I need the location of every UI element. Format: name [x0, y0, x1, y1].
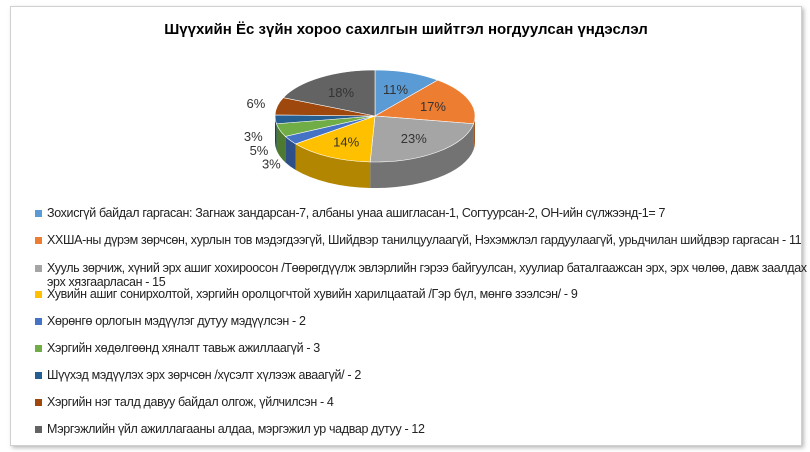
legend-swatch: [35, 210, 42, 217]
data-label: 11%: [383, 82, 408, 97]
pie-slice: [374, 69, 439, 117]
data-label: 3%: [262, 156, 281, 171]
pie-slice-side: [276, 123, 286, 163]
legend-label: Хөрөнгө орлогын мэдүүлэг дутуу мэдүүлсэн…: [47, 314, 306, 328]
data-label: 5%: [250, 143, 269, 158]
legend-label: Шүүхэд мэдүүлэх эрх зөрчсөн /хүсэлт хүлэ…: [47, 368, 361, 382]
chart-title: Шүүхийн Ёс зүйн хороо сахилгын шийтгэл н…: [164, 21, 648, 38]
pie-slice: [369, 115, 474, 163]
pie-slice-side: [473, 116, 476, 150]
legend-item: Шүүхэд мэдүүлэх эрх зөрчсөн /хүсэлт хүлэ…: [35, 368, 807, 382]
data-label: 23%: [401, 131, 427, 146]
data-label: 3%: [244, 129, 263, 144]
chart-area: Шүүхийн Ёс зүйн хороо сахилгын шийтгэл н…: [10, 6, 807, 446]
legend-label: Хувийн ашиг сонирхолтой, хэргийн оролцог…: [47, 287, 578, 301]
legend-item: Хууль зөрчиж, хүний эрх ашиг хохироосон …: [35, 261, 807, 289]
pie-slice-side: [295, 143, 371, 188]
legend-label: Хэргийн хөдөлгөөнд хяналт тавьж ажиллааг…: [47, 341, 320, 355]
pie-slice: [282, 69, 376, 117]
pie-slice-side: [370, 123, 474, 188]
legend-swatch: [35, 265, 42, 272]
legend-label: Хэргийн нэг талд давуу байдал олгож, үйл…: [47, 395, 334, 409]
legend-item: Хэргийн хөдөлгөөнд хяналт тавьж ажиллааг…: [35, 341, 807, 355]
legend-swatch: [35, 237, 42, 244]
legend-item: Хувийн ашиг сонирхолтой, хэргийн оролцог…: [35, 287, 807, 301]
pie-slice-side: [275, 116, 277, 150]
pie-chart: 11% 17% 23% 14% 3%5%3% 6% 18%: [244, 69, 476, 188]
legend-swatch: [35, 426, 42, 433]
pie-slice: [374, 79, 476, 125]
pie-slice-side: [285, 136, 296, 170]
legend-item: ХХША-ны дүрэм зөрчсөн, хурлын тов мэдэгд…: [35, 233, 807, 247]
legend-item: Хэргийн нэг талд давуу байдал олгож, үйл…: [35, 395, 807, 409]
legend-swatch: [35, 318, 42, 325]
legend-label: Мэргэжлийн үйл ажиллагааны алдаа, мэргэж…: [47, 422, 425, 436]
legend-label: ХХША-ны дүрэм зөрчсөн, хурлын тов мэдэгд…: [47, 233, 802, 247]
legend-item: Хөрөнгө орлогын мэдүүлэг дутуу мэдүүлсэн…: [35, 314, 807, 328]
legend-swatch: [35, 345, 42, 352]
data-label: 17%: [420, 99, 446, 114]
data-label: 18%: [328, 85, 354, 100]
legend-swatch: [35, 399, 42, 406]
data-label: 14%: [333, 134, 359, 149]
legend-swatch: [35, 372, 42, 379]
legend-label: Хууль зөрчиж, хүний эрх ашиг хохироосон …: [47, 261, 807, 289]
legend-swatch: [35, 291, 42, 298]
data-label: 6%: [246, 96, 265, 111]
pie-slice: [294, 115, 376, 163]
legend-item: Мэргэжлийн үйл ажиллагааны алдаа, мэргэж…: [35, 422, 807, 436]
legend-label: Зохисгүй байдал гаргасан: Загнаж зандарс…: [47, 206, 666, 220]
legend-item: Зохисгүй байдал гаргасан: Загнаж зандарс…: [35, 206, 807, 220]
